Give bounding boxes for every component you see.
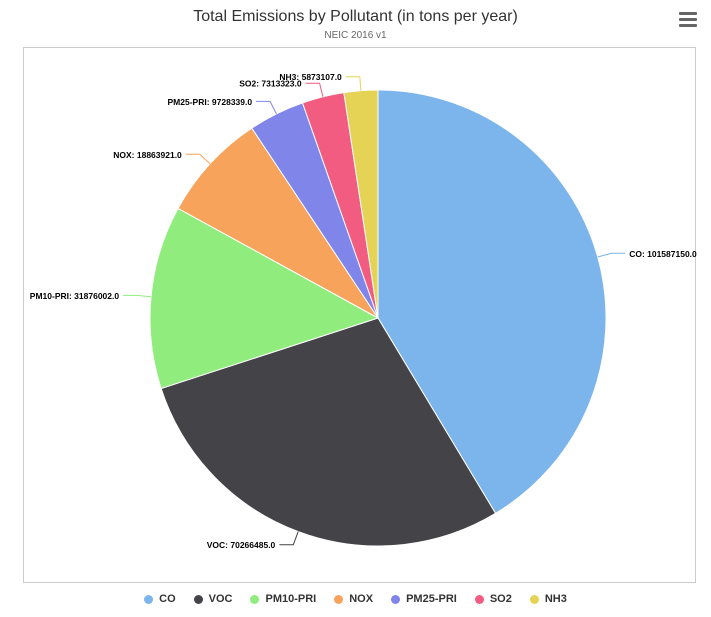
legend-marker-pm25-pri — [391, 595, 400, 604]
data-label-nox: NOX: 18863921.0 — [113, 150, 182, 160]
connector-co — [598, 253, 626, 257]
legend-item-nox[interactable]: NOX — [334, 593, 373, 605]
chart-legend: CO VOC PM10-PRI NOX PM25-PRI SO2 NH3 — [0, 593, 711, 605]
data-label-nh3: NH3: 5873107.0 — [279, 72, 342, 82]
legend-label-co: CO — [159, 593, 176, 605]
legend-label-nox: NOX — [349, 593, 373, 605]
connector-nh3 — [346, 77, 361, 91]
connector-voc — [279, 532, 298, 545]
legend-label-nh3: NH3 — [545, 593, 567, 605]
legend-item-voc[interactable]: VOC — [194, 593, 233, 605]
legend-item-co[interactable]: CO — [144, 593, 176, 605]
legend-marker-co — [144, 595, 153, 604]
legend-label-pm25-pri: PM25-PRI — [406, 593, 457, 605]
legend-marker-nox — [334, 595, 343, 604]
legend-item-pm10-pri[interactable]: PM10-PRI — [250, 593, 316, 605]
connector-pm25-pri — [256, 101, 276, 114]
connector-pm10-pri — [123, 295, 151, 296]
legend-marker-so2 — [475, 595, 484, 604]
legend-item-pm25-pri[interactable]: PM25-PRI — [391, 593, 457, 605]
connector-nox — [186, 154, 210, 164]
legend-marker-pm10-pri — [250, 595, 259, 604]
legend-marker-voc — [194, 595, 203, 604]
legend-label-voc: VOC — [209, 593, 233, 605]
connector-so2 — [306, 83, 323, 97]
legend-marker-nh3 — [530, 595, 539, 604]
pie-chart: CO: 101587150.0 VOC: 70266485.0 PM10-PRI: … — [0, 0, 711, 590]
legend-item-nh3[interactable]: NH3 — [530, 593, 567, 605]
legend-label-so2: SO2 — [490, 593, 512, 605]
legend-label-pm10-pri: PM10-PRI — [265, 593, 316, 605]
data-label-voc: VOC: 70266485.0 — [207, 540, 276, 550]
data-label-pm10-pri: PM10-PRI: 31876002.0 — [30, 291, 120, 301]
data-label-co: CO: 101587150.0 — [629, 249, 697, 259]
data-label-pm25-pri: PM25-PRI: 9728339.0 — [168, 97, 253, 107]
legend-item-so2[interactable]: SO2 — [475, 593, 512, 605]
